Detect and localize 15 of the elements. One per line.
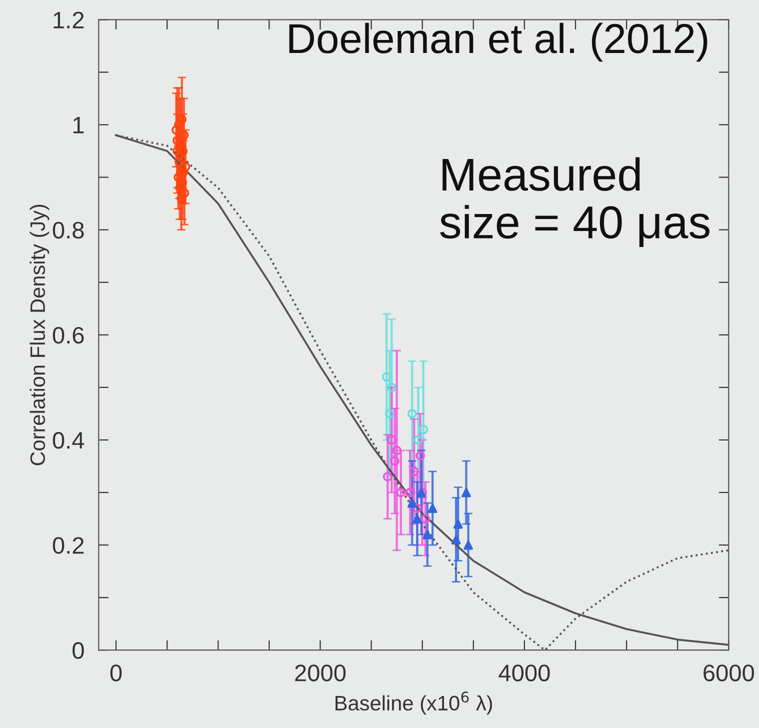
y-tick-label: 0.4	[52, 432, 84, 449]
x-tick-label: 0	[110, 664, 122, 682]
y-axis-title: Correlation Flux Density (Jy)	[30, 204, 50, 466]
annotation: Doeleman et al. (2012)	[289, 22, 708, 62]
x-axis-title: Baseline (x10$^{6}$ λ)	[336, 692, 492, 715]
x-tick-label: 4000	[498, 664, 550, 682]
y-tick-label: 0.6	[52, 326, 84, 344]
y-tick-label: 0.8	[52, 222, 84, 239]
y-tick-label: 0	[72, 642, 84, 659]
y-tick-label: 1.2	[54, 12, 84, 28]
annotation: Measured size = 40 μas	[440, 157, 710, 247]
y-tick-label: 1	[73, 117, 84, 134]
x-tick-label: 2000	[295, 664, 346, 682]
x-tick-label: 6000	[704, 664, 754, 682]
y-tick-label: 0.2	[52, 537, 84, 554]
